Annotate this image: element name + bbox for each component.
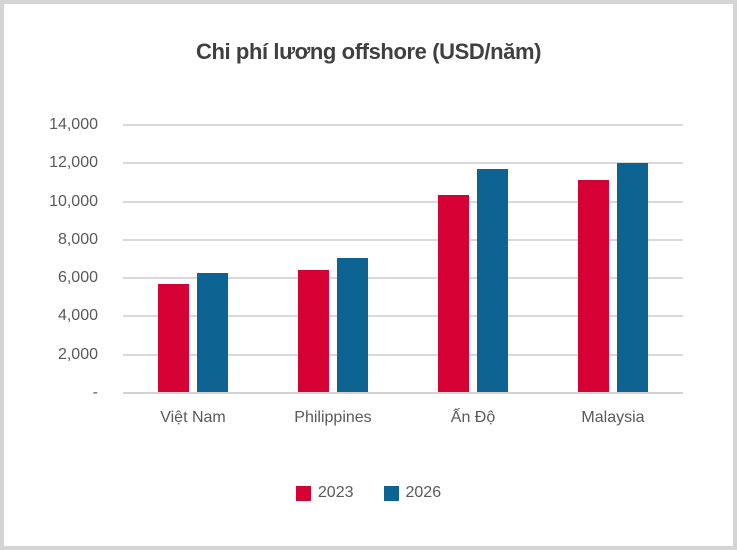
plot-area [123,124,683,394]
bar-2026 [197,273,228,393]
legend-swatch-icon [383,485,399,501]
legend-label: 2026 [405,484,442,501]
gridline [123,124,683,126]
bar-group [263,125,403,393]
gridline [123,315,683,318]
gridline [123,277,683,280]
bar-groups [123,125,683,393]
y-axis-tick-label: 8,000 [57,230,98,248]
bar-2023 [438,194,469,393]
bar-2023 [298,269,329,393]
x-axis-category-label: Việt Nam [160,409,226,426]
bar-2026 [477,169,508,393]
bar-2023 [578,179,609,393]
legend-label: 2023 [317,484,354,501]
y-axis-tick-label: 2,000 [57,345,98,363]
y-axis-tick-label: 12,000 [49,154,98,172]
gridline [123,238,683,241]
chart-title: Chi phí lương offshore (USD/năm) [195,39,542,64]
y-axis-tick-label: 14,000 [49,116,98,133]
legend-item: 2023 [295,484,354,502]
x-axis-category-label: Ấn Độ [450,409,496,426]
bar-2023 [158,283,189,393]
legend: 2023 2026 [0,484,737,502]
x-axis-category-label: Malaysia [581,409,645,426]
legend-item: 2026 [383,484,442,502]
y-axis-tick-label: 4,000 [57,307,98,325]
x-axis-category-label: Philippines [294,409,372,426]
gridline [123,162,683,165]
y-axis-tick-label: 10,000 [49,192,98,210]
legend-swatch-icon [295,485,311,501]
bar-group [403,125,543,393]
x-axis: Việt Nam Philippines Ấn Độ Malaysia [123,409,683,427]
y-axis-tick-label: 6,000 [57,269,98,287]
y-axis-tick-label: - [92,384,98,401]
x-axis-line [123,392,683,394]
gridline [123,200,683,203]
bar-group [543,125,683,393]
bar-2026 [617,163,648,393]
gridline [123,353,683,356]
bar-group [123,125,263,393]
bar-2026 [337,258,368,393]
